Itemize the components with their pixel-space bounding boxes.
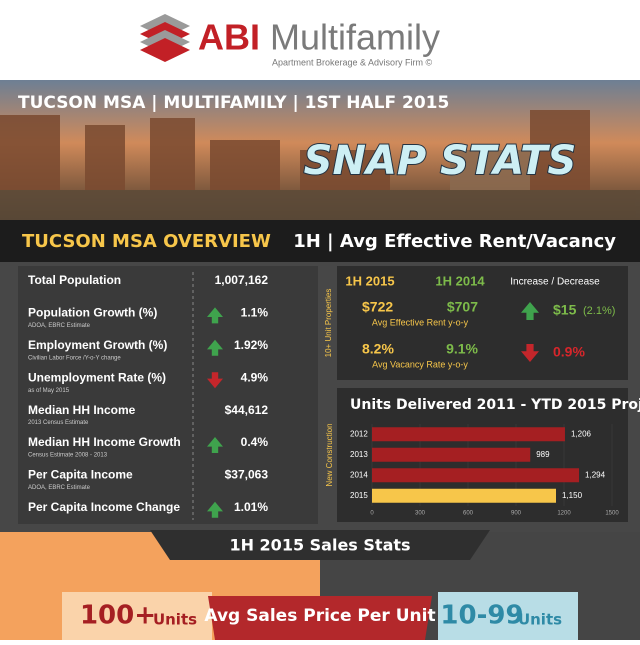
arrow-down xyxy=(207,372,223,389)
x-tick-label: 0 xyxy=(370,511,374,517)
rent-header: 1H 2014 xyxy=(435,273,485,288)
stat-value: 1.1% xyxy=(241,306,269,320)
rent-prior: 9.1% xyxy=(446,341,478,357)
stat-label: Unemployment Rate (%) xyxy=(28,370,166,384)
arrow-up xyxy=(207,501,223,518)
stat-note: Census Estimate 2008 - 2013 xyxy=(28,453,108,459)
stat-label: Median HH Income xyxy=(28,403,136,417)
stat-note: 2013 Census Estimate xyxy=(28,420,89,426)
rent-change-pct: (2.1%) xyxy=(583,305,615,317)
stat-value: 1.92% xyxy=(234,338,268,352)
stat-value: $44,612 xyxy=(225,403,269,417)
banner-subtitle: TUCSON MSA | MULTIFAMILY | 1ST HALF 2015 xyxy=(18,93,449,113)
stat-label: Per Capita Income Change xyxy=(28,500,180,514)
bar xyxy=(372,488,556,503)
stat-value: 1,007,162 xyxy=(215,273,269,287)
section-bar xyxy=(0,220,640,262)
value-label: 989 xyxy=(536,450,550,459)
arrow-up xyxy=(207,339,223,356)
chart-y-label: New Construction xyxy=(325,423,334,486)
x-tick-label: 1500 xyxy=(605,511,619,517)
left-num: 100+ xyxy=(80,601,156,631)
overview-panel xyxy=(18,266,318,524)
y-tick-label: 2015 xyxy=(350,491,368,500)
y-tick-label: 2013 xyxy=(350,450,368,459)
x-tick-label: 600 xyxy=(463,511,474,517)
brand-a: ABI xyxy=(198,17,260,58)
skyline xyxy=(0,110,640,220)
rent-caption: Avg Vacancy Rate y-o-y xyxy=(372,359,468,369)
brand-b: Multifamily xyxy=(270,17,440,58)
arrow-down xyxy=(521,344,539,362)
rent-prior: $707 xyxy=(447,299,478,315)
arrow-up xyxy=(207,307,223,324)
stat-value: 0.4% xyxy=(241,435,269,449)
value-label: 1,206 xyxy=(571,429,592,438)
rent-change: 0.9% xyxy=(553,344,585,360)
header-bg xyxy=(0,0,640,80)
stat-note: as of May 2015 xyxy=(28,388,70,394)
value-label: 1,294 xyxy=(585,470,606,479)
rent-change: $15 xyxy=(553,302,577,318)
stat-label: Employment Growth (%) xyxy=(28,338,167,352)
x-tick-label: 300 xyxy=(415,511,426,517)
rent-current: 8.2% xyxy=(362,341,394,357)
stat-value: 4.9% xyxy=(241,370,269,384)
rent-panel xyxy=(337,266,628,380)
chart-title: Units Delivered 2011 - YTD 2015 Projecti… xyxy=(350,397,640,413)
y-tick-label: 2012 xyxy=(350,429,368,438)
overview-title: TUCSON MSA OVERVIEW xyxy=(22,231,271,252)
bar xyxy=(372,427,565,442)
arrow-up xyxy=(207,437,223,453)
rent-current: $722 xyxy=(362,299,393,315)
center-text: Avg Sales Price Per Unit xyxy=(204,606,435,626)
stat-label: Population Growth (%) xyxy=(28,306,157,320)
rent-header: 1H 2015 xyxy=(345,273,394,288)
stat-note: Civilian Labor Force /Y-o-Y change xyxy=(28,355,121,361)
right-box xyxy=(438,592,578,640)
sales-title: 1H 2015 Sales Stats xyxy=(229,536,410,555)
tagline: Apartment Brokerage & Advisory Firm © xyxy=(272,57,433,67)
logo-icon xyxy=(140,14,190,62)
x-tick-label: 1200 xyxy=(557,511,571,517)
stat-value: 1.01% xyxy=(234,500,268,514)
left-unit: Units xyxy=(153,611,197,629)
left-box xyxy=(62,592,212,640)
stat-note: ADOA, EBRC Estimate xyxy=(28,485,91,491)
rent-header: Increase / Decrease xyxy=(510,277,600,288)
rent-caption: Avg Effective Rent y-o-y xyxy=(372,317,469,327)
rent-title: 1H | Avg Effective Rent/Vacancy xyxy=(293,231,616,252)
stat-label: Total Population xyxy=(28,273,121,287)
stat-value: $37,063 xyxy=(225,468,269,482)
sales-title-bg xyxy=(150,530,490,560)
stat-note: ADOA, EBRC Estimate xyxy=(28,323,91,329)
right-num: 10-99 xyxy=(440,601,523,631)
y-tick-label: 2014 xyxy=(350,470,368,479)
x-tick-label: 900 xyxy=(511,511,522,517)
banner-title: SNAP STATS xyxy=(304,138,577,184)
bar xyxy=(372,468,580,483)
rent-side-label: 10+ Unit Properties xyxy=(324,289,333,358)
bar xyxy=(372,447,531,462)
value-label: 1,150 xyxy=(562,491,583,500)
center-banner xyxy=(208,596,432,640)
arrow-up xyxy=(521,302,539,320)
right-unit: Units xyxy=(518,611,562,629)
stat-label: Median HH Income Growth xyxy=(28,435,181,449)
stat-label: Per Capita Income xyxy=(28,468,133,482)
